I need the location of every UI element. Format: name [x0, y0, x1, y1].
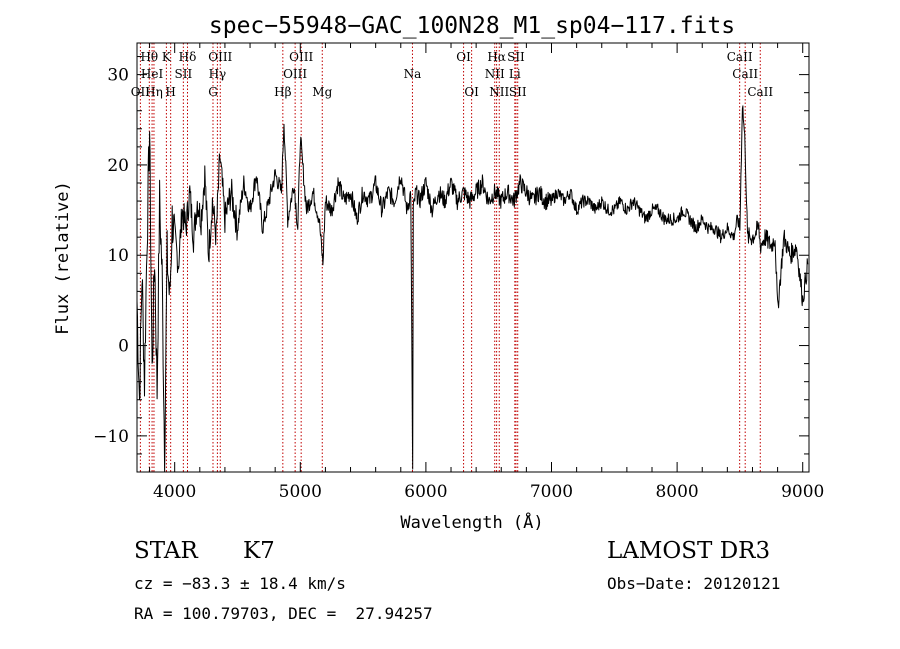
y-axis-label: Flux (relative)	[53, 181, 73, 335]
line-label-10: G	[208, 85, 218, 99]
x-tick-label: 9000	[781, 482, 824, 502]
line-label-16: OI	[456, 50, 471, 64]
x-tick-label: 6000	[404, 482, 447, 502]
line-label-12: OIII	[283, 67, 307, 81]
survey-name: LAMOST DR3	[607, 538, 771, 564]
flux-line	[136, 105, 809, 473]
plot-frame	[136, 42, 810, 473]
axis-ticks: 4000 5000 6000 7000 8000 9000 −10 0 10 20 30	[93, 43, 824, 502]
y-tick-label: 10	[107, 246, 129, 266]
y-tick-label: 20	[107, 156, 129, 176]
line-label-24: CaII	[727, 50, 753, 64]
line-label-9: Hγ	[209, 67, 227, 81]
line-label-14: Mg	[312, 85, 332, 99]
spectrum-series	[136, 105, 809, 473]
line-label-18: NII	[485, 67, 505, 81]
line-label-6: SII	[174, 67, 192, 81]
x-axis-label: Wavelength (Å)	[400, 511, 543, 533]
line-label-1: OII	[131, 85, 151, 99]
coordinates: RA = 100.79703, DEC = 27.94257	[134, 604, 433, 623]
spectral-line-markers	[139, 43, 761, 472]
y-tick-label: 0	[118, 337, 129, 357]
x-tick-label: 4000	[153, 482, 196, 502]
line-label-17: OI	[464, 85, 479, 99]
object-subclass: K7	[243, 538, 275, 564]
y-tick-label: 30	[107, 66, 129, 86]
line-labels: Hθ OII HeI Hη K H SII Hδ OIII Hγ G Hβ OIII OIII Mg Na OI…	[131, 50, 774, 99]
line-label-2: HeI	[141, 67, 164, 81]
line-label-5: H	[165, 85, 175, 99]
x-tick-label: 5000	[279, 482, 322, 502]
line-label-20: Hα	[487, 50, 506, 64]
object-class: STAR	[134, 538, 198, 564]
line-label-8: OIII	[208, 50, 232, 64]
x-tick-label: 8000	[655, 482, 698, 502]
line-label-22: Li	[509, 67, 521, 81]
redshift-velocity: cz = −83.3 ± 18.4 km/s	[134, 574, 346, 593]
x-tick-label: 7000	[530, 482, 573, 502]
line-label-19: NII	[489, 85, 509, 99]
line-label-21: SII	[507, 50, 525, 64]
y-tick-label: −10	[93, 427, 129, 447]
line-label-25: CaII	[732, 67, 758, 81]
line-label-15: Na	[404, 67, 422, 81]
line-label-0: Hθ	[140, 50, 158, 64]
line-label-13: OIII	[289, 50, 313, 64]
chart-title: spec−55948−GAC_100N28_M1_sp04−117.fits	[209, 13, 735, 39]
line-label-11: Hβ	[274, 85, 291, 99]
line-label-4: K	[162, 50, 172, 64]
line-label-23: SII	[509, 85, 527, 99]
line-label-3: Hη	[145, 85, 163, 99]
observation-date: Obs−Date: 20120121	[607, 574, 781, 593]
line-label-26: CaII	[747, 85, 773, 99]
line-label-7: Hδ	[179, 50, 197, 64]
